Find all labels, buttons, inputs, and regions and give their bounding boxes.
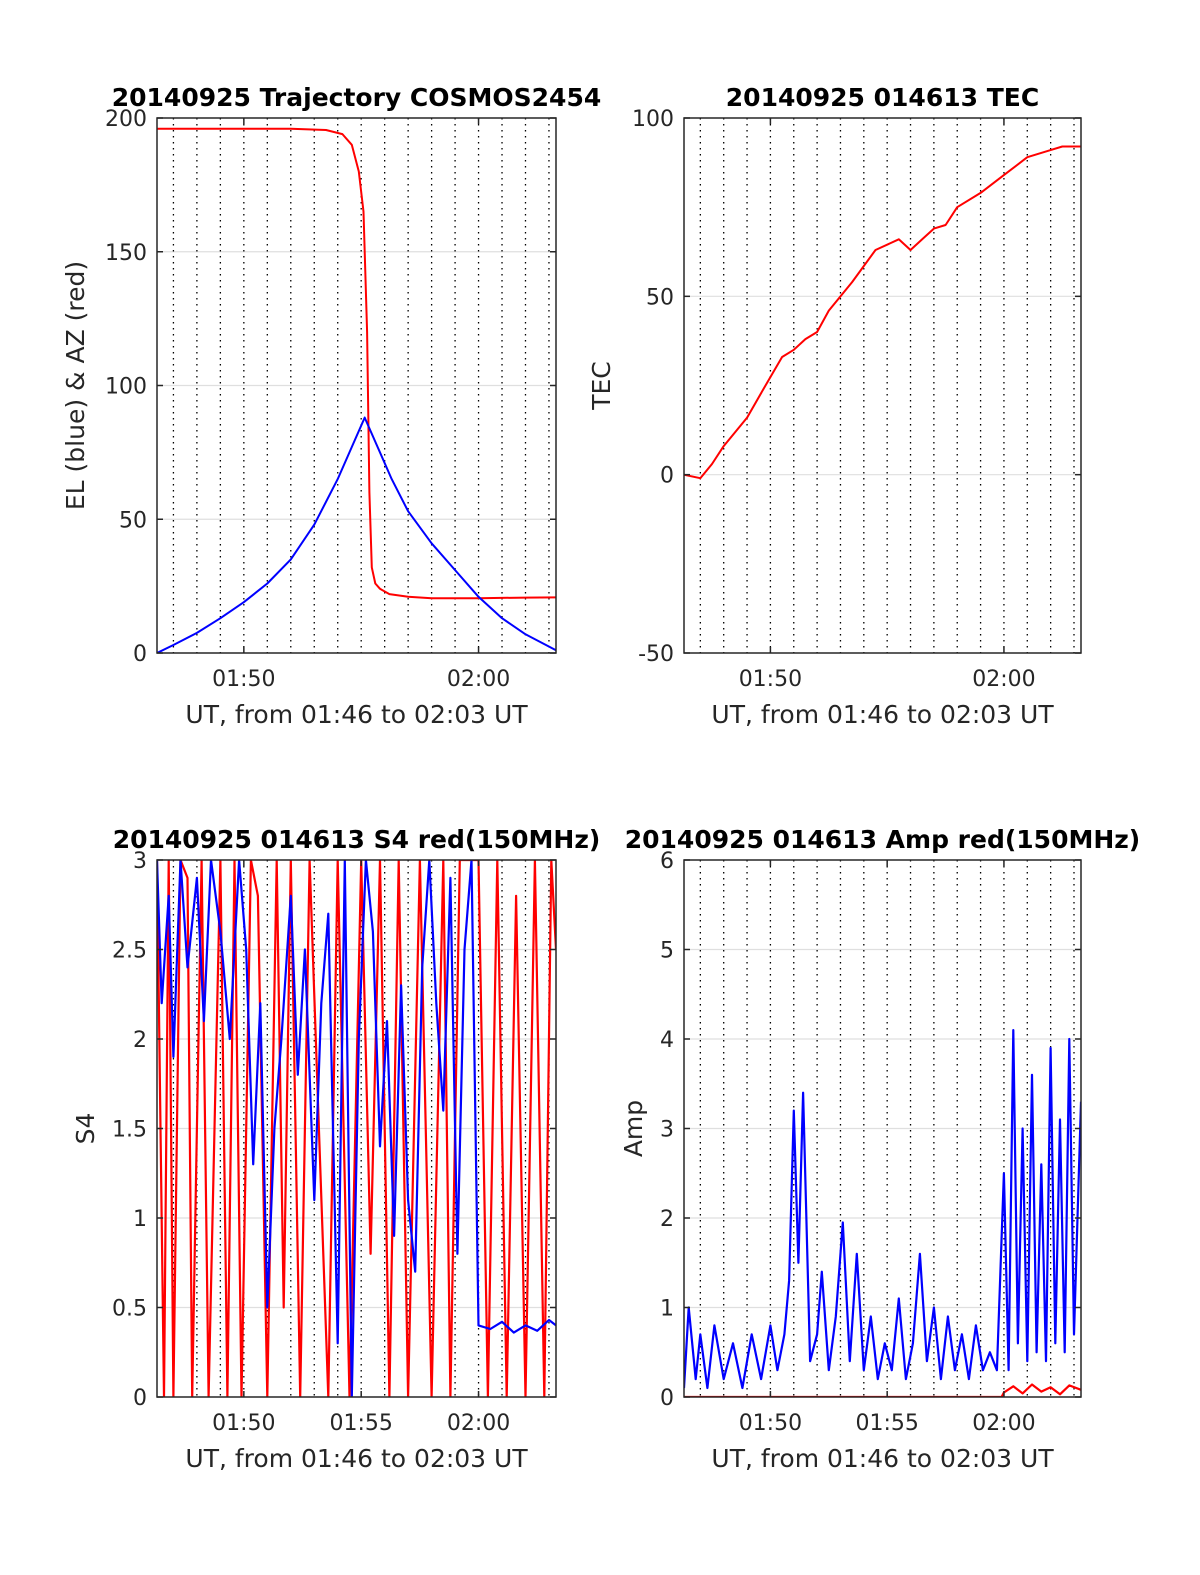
y-tick-label: 2 [660, 1207, 674, 1232]
y-tick-label: 50 [119, 508, 147, 533]
x-tick-label: 01:55 [855, 1411, 918, 1436]
x-tick-label: 02:00 [972, 1411, 1035, 1436]
y-tick-label: 0 [660, 1386, 674, 1411]
chart-title: 20140925 014613 S4 red(150MHz) [113, 825, 601, 854]
x-tick-label: 02:00 [447, 667, 510, 692]
series-group [684, 145, 1081, 480]
y-tick-label: 1 [660, 1297, 674, 1322]
y-tick-label: 0 [133, 642, 147, 667]
x-tick-label: 02:00 [972, 667, 1035, 692]
y-tick-label: 100 [105, 375, 147, 400]
series-blue-line [157, 416, 556, 653]
series-blue-line [157, 860, 556, 1397]
y-tick-label: 0 [660, 464, 674, 489]
x-tick-label: 01:55 [329, 1411, 392, 1436]
series-red-line [157, 127, 556, 600]
series-blue-line [684, 1028, 1081, 1390]
y-tick-label: -50 [638, 642, 674, 667]
y-tick-label: 4 [660, 1028, 674, 1053]
y-tick-label: 3 [133, 849, 147, 874]
trajectory-plot: 0 50 100 150 200 01:50 02:00 20140925 Trajector… [61, 83, 601, 729]
y-tick-label: 100 [632, 107, 674, 132]
y-tick-label: 200 [105, 107, 147, 132]
y-tick-label: 1 [133, 1207, 147, 1232]
x-axis-label: UT, from 01:46 to 02:03 UT [185, 1444, 528, 1473]
y-tick-label: 0.5 [112, 1297, 147, 1322]
amp-plot: 0 1 2 3 4 5 6 01:50 01:55 02:00 20140925 014613 Am… [619, 825, 1140, 1473]
series-group [157, 127, 556, 653]
y-tick-label: 1.5 [112, 1118, 147, 1143]
chart-title: 20140925 014613 TEC [726, 83, 1039, 112]
series-group [157, 860, 556, 1397]
y-tick-label: 150 [105, 241, 147, 266]
y-tick-label: 2 [133, 1028, 147, 1053]
chart-title: 20140925 Trajectory COSMOS2454 [112, 83, 602, 112]
y-tick-label: 50 [646, 285, 674, 310]
y-axis-label: EL (blue) & AZ (red) [61, 261, 90, 510]
series-group [684, 1028, 1081, 1397]
series-red-line [684, 145, 1081, 480]
series-red-line [684, 1383, 1081, 1397]
series-red-line [157, 860, 556, 1397]
y-tick-label: 2.5 [112, 939, 147, 964]
x-tick-label: 02:00 [447, 1411, 510, 1436]
y-tick-label: 5 [660, 939, 674, 964]
x-tick-label: 01:50 [739, 1411, 802, 1436]
y-tick-label: 6 [660, 849, 674, 874]
plot-area [684, 118, 1081, 653]
y-tick-label: 0 [133, 1386, 147, 1411]
y-tick-label: 3 [660, 1118, 674, 1143]
x-tick-label: 01:50 [739, 667, 802, 692]
x-tick-label: 01:50 [212, 667, 275, 692]
axes-box [683, 117, 1082, 654]
y-axis-label: Amp [619, 1100, 648, 1157]
chart-title: 20140925 014613 Amp red(150MHz) [625, 825, 1141, 854]
s4-plot: 0 0.5 1 1.5 2 2.5 3 01:50 01:55 02:00 20140925 014… [71, 825, 600, 1473]
tec-plot: -50 0 50 100 01:50 02:00 20140925 014613 TEC UT… [587, 83, 1082, 729]
y-axis-label: S4 [71, 1113, 100, 1145]
y-axis-label: TEC [587, 361, 616, 411]
x-axis-label: UT, from 01:46 to 02:03 UT [711, 700, 1054, 729]
x-axis-label: UT, from 01:46 to 02:03 UT [185, 700, 528, 729]
x-tick-label: 01:50 [212, 1411, 275, 1436]
x-axis-label: UT, from 01:46 to 02:03 UT [711, 1444, 1054, 1473]
